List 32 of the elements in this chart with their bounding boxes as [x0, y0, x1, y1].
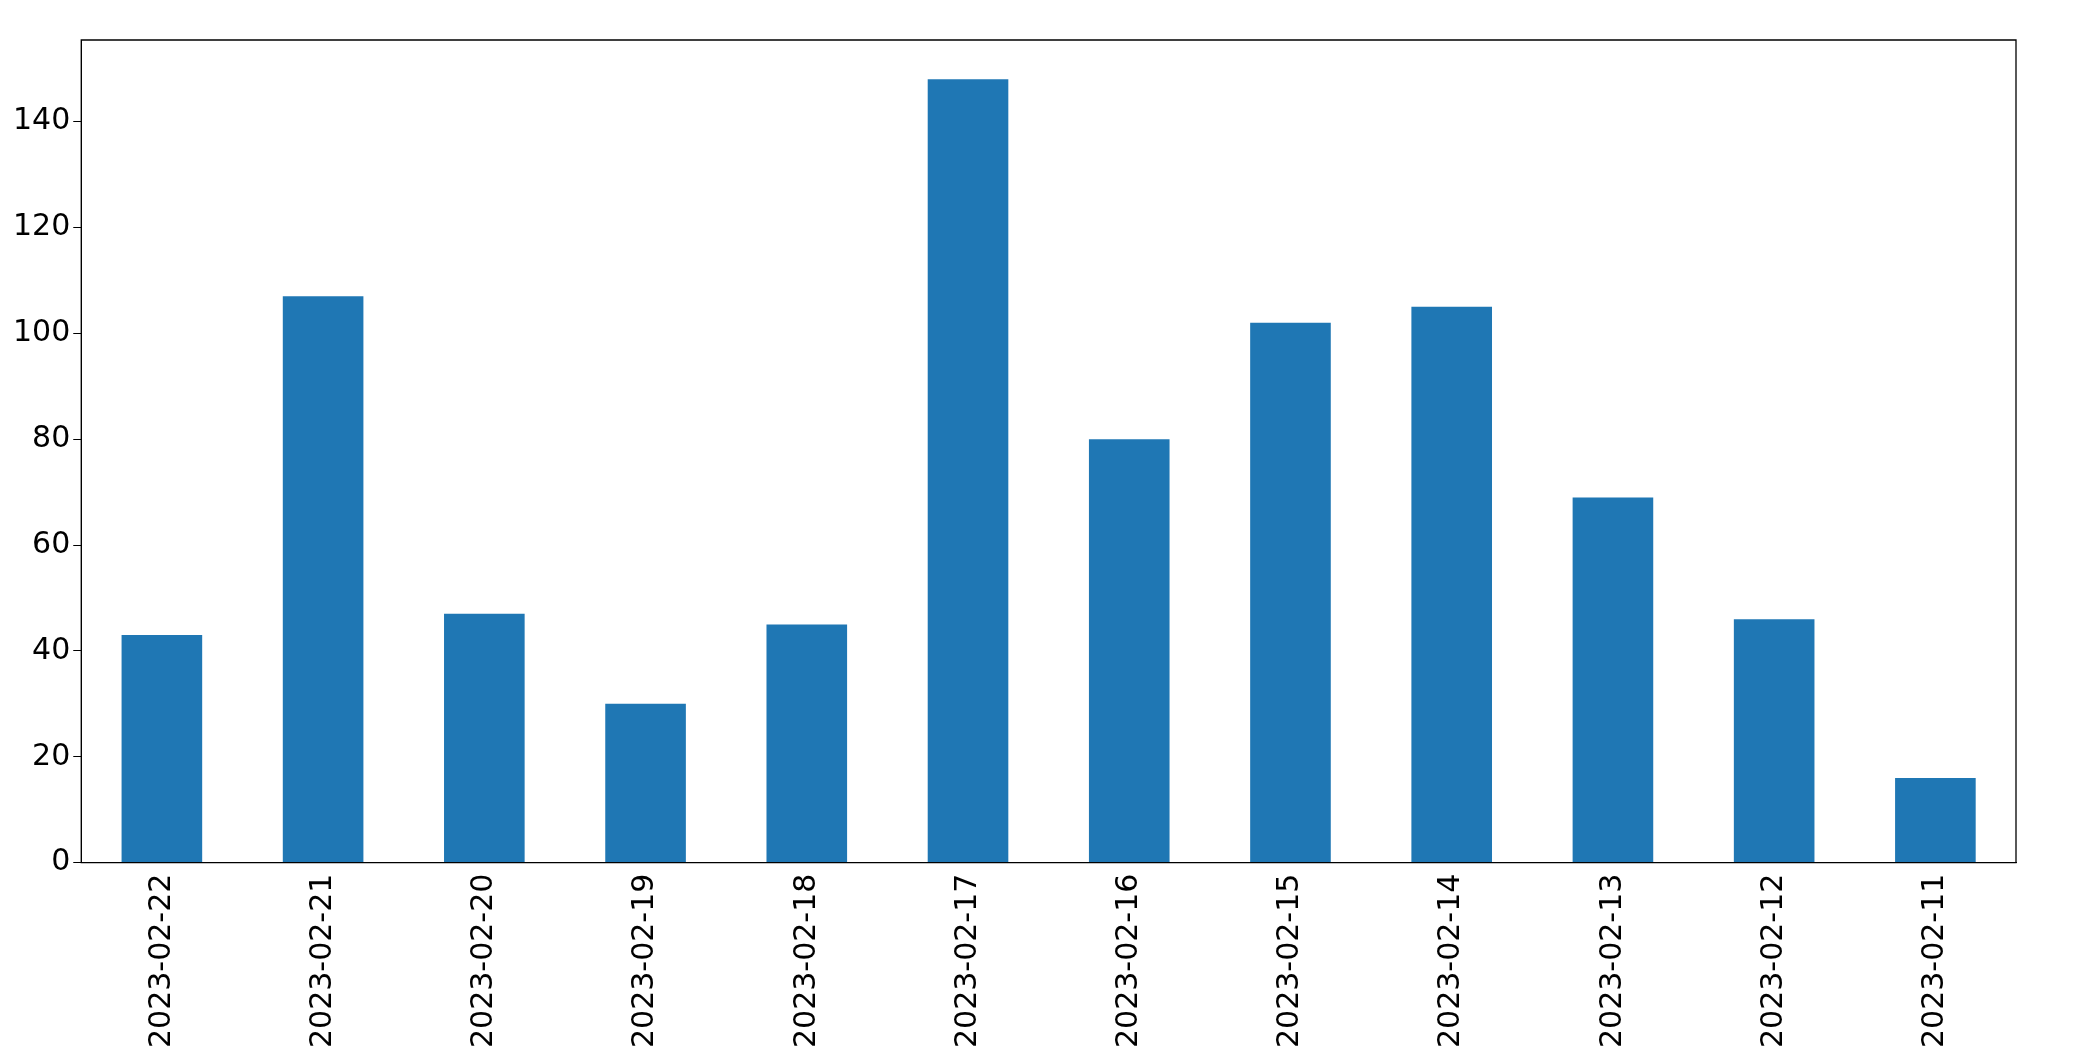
- y-tick-label: 100: [13, 313, 71, 349]
- y-tick-label: 60: [32, 524, 71, 560]
- y-tick-label: 20: [32, 736, 71, 772]
- x-tick-label: 2023-02-20: [464, 873, 500, 1049]
- x-tick-label: 2023-02-16: [1109, 873, 1145, 1049]
- bar: [1250, 322, 1331, 863]
- bar: [121, 635, 203, 863]
- bar: [444, 613, 525, 863]
- x-tick-label: 2023-02-13: [1592, 873, 1628, 1049]
- x-tick-label: 2023-02-12: [1753, 873, 1789, 1049]
- bar: [1572, 497, 1654, 863]
- x-tick-label: 2023-02-21: [302, 873, 338, 1049]
- bar: [766, 624, 848, 863]
- x-tick-label: 2023-02-22: [141, 873, 177, 1049]
- bar: [1733, 619, 1815, 863]
- x-tick-label: 2023-02-14: [1431, 873, 1467, 1049]
- x-tick-label: 2023-02-15: [1270, 873, 1306, 1049]
- y-tick-label: 40: [32, 630, 71, 666]
- x-tick-label: 2023-02-17: [947, 873, 983, 1049]
- bar: [927, 79, 1009, 863]
- y-tick-label: 0: [51, 842, 71, 878]
- x-tick-label: 2023-02-11: [1915, 873, 1951, 1049]
- bar: [282, 296, 364, 863]
- y-tick-label: 120: [13, 207, 71, 243]
- x-tick-label: 2023-02-19: [625, 873, 661, 1049]
- x-tick-label: 2023-02-18: [786, 873, 822, 1049]
- bar: [1411, 306, 1493, 863]
- bar: [1895, 777, 1976, 863]
- bar: [605, 703, 686, 863]
- bar: [1088, 439, 1170, 863]
- y-tick-label: 80: [32, 418, 71, 454]
- y-tick-label: 140: [13, 101, 71, 137]
